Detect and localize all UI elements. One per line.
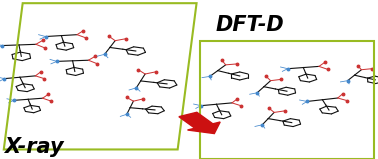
Text: X-ray: X-ray bbox=[4, 137, 64, 157]
Text: DFT-D: DFT-D bbox=[215, 15, 284, 35]
FancyArrow shape bbox=[179, 112, 220, 134]
